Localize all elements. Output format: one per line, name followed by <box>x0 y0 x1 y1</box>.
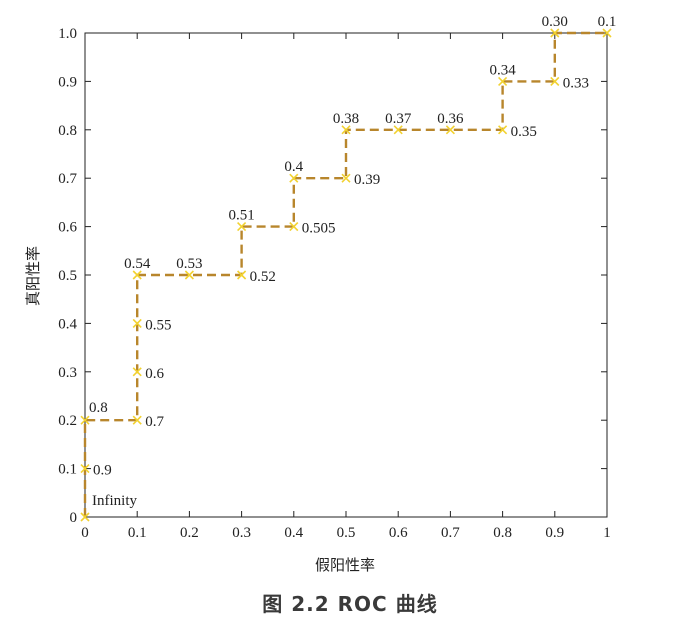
x-tick-label: 0.5 <box>337 525 356 541</box>
data-point-marker <box>289 173 299 183</box>
point-label: 0.1 <box>598 14 617 30</box>
data-point-marker <box>602 28 612 38</box>
y-tick-label: 0.7 <box>58 171 77 187</box>
point-label: 0.8 <box>89 400 108 416</box>
data-point-marker <box>393 125 403 135</box>
x-tick-label: 0.4 <box>284 525 303 541</box>
data-point-marker <box>80 512 90 522</box>
point-label: 0.39 <box>354 172 380 188</box>
figure-caption: 图 2.2 ROC 曲线 <box>262 592 438 616</box>
point-label: 0.6 <box>145 366 164 382</box>
x-tick-label: 0.3 <box>232 525 251 541</box>
point-label: Infinity <box>92 493 137 509</box>
point-label: 0.51 <box>228 208 254 224</box>
y-axis-title: 真阳性率 <box>24 246 42 306</box>
x-tick-label: 0.6 <box>389 525 408 541</box>
y-tick-label: 0.8 <box>58 123 77 139</box>
data-point-marker <box>445 125 455 135</box>
y-tick-label: 0.1 <box>58 462 77 478</box>
point-label: 0.52 <box>250 269 276 285</box>
point-label: 0.9 <box>93 463 112 479</box>
data-point-marker <box>341 173 351 183</box>
plot-frame <box>84 32 608 518</box>
data-point-marker <box>341 125 351 135</box>
x-tick-label: 0.2 <box>180 525 199 541</box>
roc-chart: 0 0.1 0.2 0.3 0.4 0.5 0.6 0.7 0.8 0.9 100.10.20.30… <box>24 14 616 574</box>
data-points <box>80 28 612 522</box>
point-label: 0.7 <box>145 414 164 430</box>
point-label: 0.4 <box>284 159 303 175</box>
point-label: 0.34 <box>489 62 516 78</box>
point-label: 0.38 <box>333 111 359 127</box>
y-tick-label: 0.3 <box>58 365 77 381</box>
point-labels: Infinity 0.9 0.8 0.7 0.6 0.55 0.54 0.53 0.52 0.51… <box>89 14 616 509</box>
point-label: 0.33 <box>563 75 589 91</box>
data-point-marker <box>132 415 142 425</box>
y-tick-label: 0.9 <box>58 74 77 90</box>
point-label: 0.30 <box>542 14 568 30</box>
data-point-marker <box>498 76 508 86</box>
y-tick-label: 1.0 <box>58 26 77 42</box>
data-point-marker <box>550 76 560 86</box>
data-point-marker <box>237 270 247 280</box>
x-tick-label: 0.7 <box>441 525 460 541</box>
x-tick-label: 0 <box>81 525 89 541</box>
point-label: 0.35 <box>511 124 537 140</box>
data-point-marker <box>237 222 247 232</box>
x-tick-label: 0.1 <box>128 525 147 541</box>
data-point-marker <box>132 270 142 280</box>
data-point-marker <box>80 464 90 474</box>
x-tick-label: 0.8 <box>493 525 512 541</box>
y-tick-label: 0.4 <box>58 316 77 332</box>
data-point-marker <box>132 318 142 328</box>
point-label: 0.55 <box>145 317 171 333</box>
y-tick-label: 0.6 <box>58 220 77 236</box>
point-label: 0.53 <box>176 256 202 272</box>
point-label: 0.505 <box>302 221 336 237</box>
data-point-marker <box>289 222 299 232</box>
data-point-marker <box>132 367 142 377</box>
y-tick-label: 0.5 <box>58 268 77 284</box>
axes: 0 0.1 0.2 0.3 0.4 0.5 0.6 0.7 0.8 0.9 1 0 0.1 0.2 0.3 0… <box>58 26 611 541</box>
y-tick-label: 0.2 <box>58 413 77 429</box>
x-tick-label: 0.9 <box>545 525 564 541</box>
data-point-marker <box>550 28 560 38</box>
data-point-marker <box>184 270 194 280</box>
data-point-marker <box>498 125 508 135</box>
point-label: 0.37 <box>385 111 412 127</box>
y-tick-label: 0 <box>70 510 78 526</box>
data-point-marker <box>80 415 90 425</box>
x-axis-title: 假阳性率 <box>315 556 375 574</box>
point-label: 0.54 <box>124 256 151 272</box>
roc-curve <box>83 31 607 517</box>
point-label: 0.36 <box>437 111 464 127</box>
roc-curve-line <box>83 31 607 517</box>
x-tick-label: 1 <box>603 525 611 541</box>
